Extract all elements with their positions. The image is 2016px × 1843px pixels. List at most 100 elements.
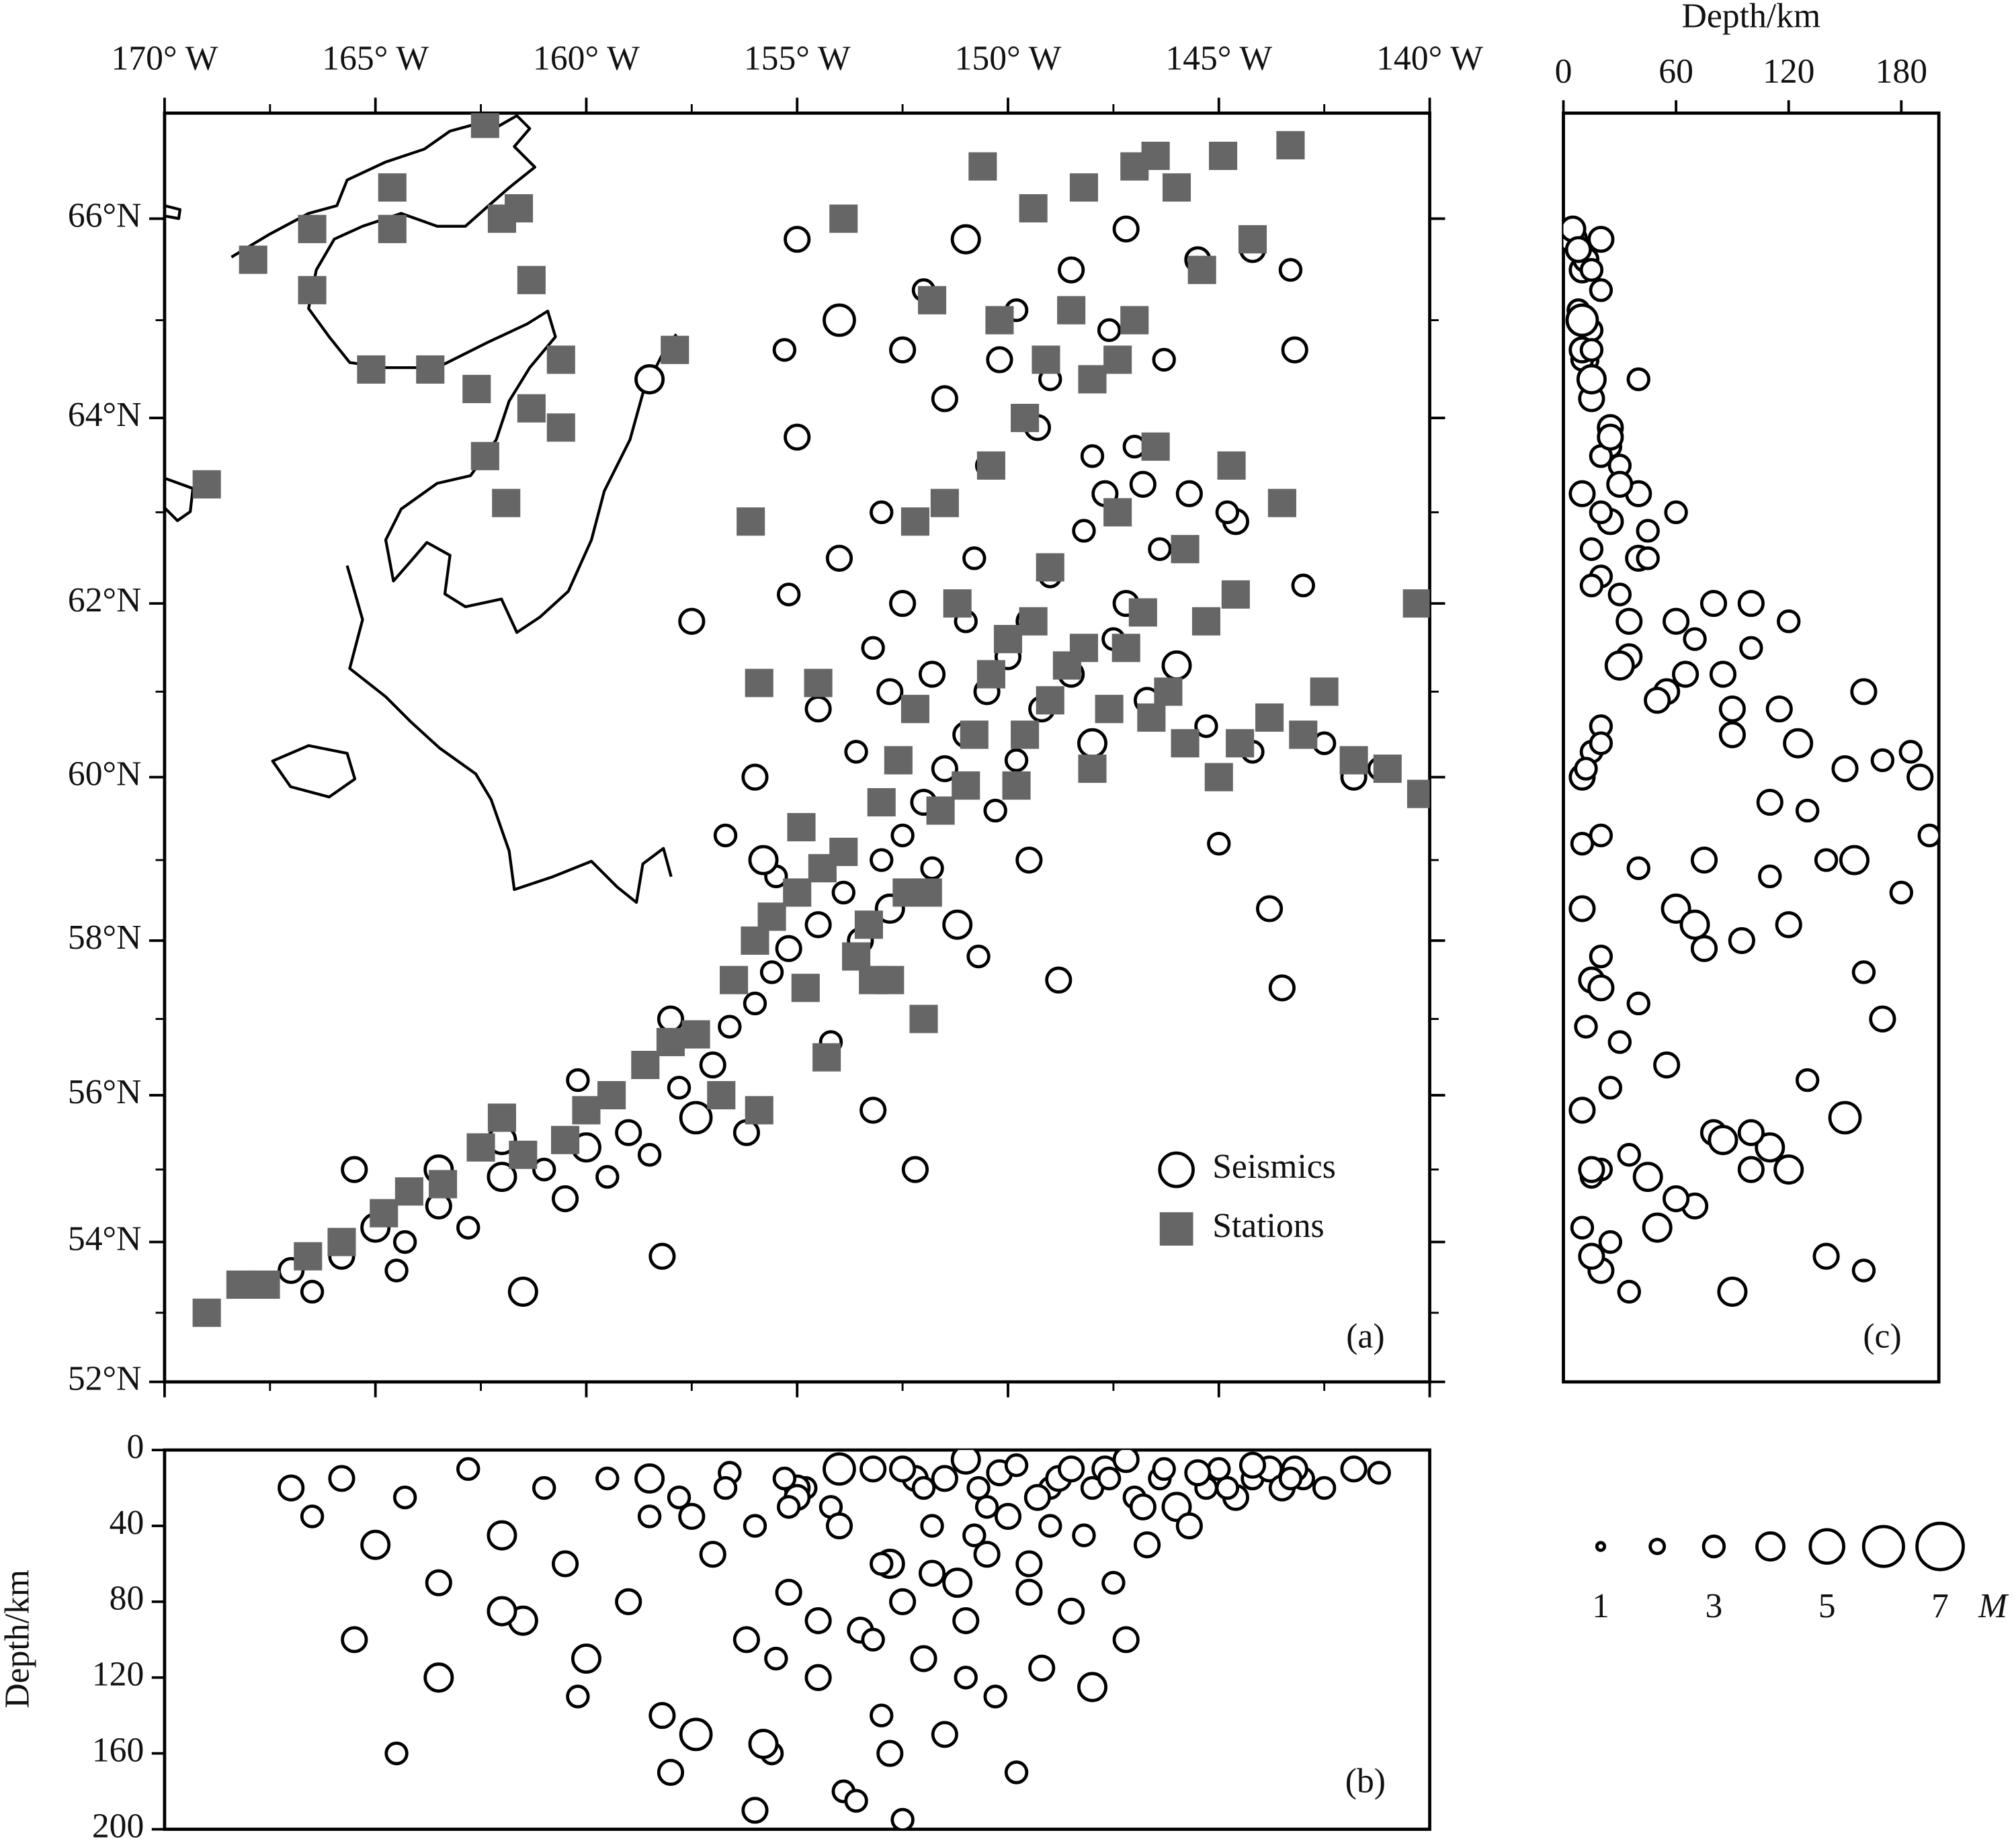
station — [720, 966, 749, 994]
station — [829, 837, 858, 866]
profile-event — [1568, 895, 1596, 923]
station — [867, 788, 896, 817]
section-event — [931, 1721, 958, 1748]
section-event — [551, 1550, 579, 1578]
seismic-event — [920, 856, 944, 880]
profile-event — [1564, 236, 1592, 263]
station — [976, 451, 1005, 480]
y-tick-label: 160 — [92, 1731, 144, 1770]
coastline — [164, 114, 678, 904]
seismic-event — [1015, 846, 1043, 874]
profile-event — [1579, 258, 1604, 282]
section-event — [637, 1504, 662, 1529]
profile-event — [1906, 763, 1934, 791]
x-tick-label: 165° W — [322, 40, 429, 78]
seismic-event — [384, 1258, 409, 1283]
profile-event — [1814, 848, 1839, 872]
seismic-event — [713, 823, 738, 848]
y-tick-label: 120 — [92, 1656, 144, 1694]
section-event — [1077, 1672, 1107, 1703]
seismic-event — [942, 909, 973, 940]
seismic-event — [743, 991, 767, 1016]
section-event — [278, 1474, 305, 1502]
profile-event — [1568, 480, 1596, 507]
station — [812, 1043, 841, 1072]
station — [378, 214, 407, 243]
station — [884, 746, 913, 775]
station — [251, 1270, 280, 1299]
seismic-event — [859, 1097, 887, 1124]
station — [517, 265, 546, 294]
profile-event — [1717, 1277, 1748, 1307]
station — [985, 306, 1014, 335]
x-axis-title: Depth/km — [1682, 0, 1821, 36]
y-tick-label: 80 — [110, 1580, 144, 1618]
profile-event — [1739, 636, 1763, 660]
seismic-event — [615, 1119, 642, 1146]
station — [952, 771, 980, 800]
station — [960, 720, 989, 749]
x-tick-label: 170° W — [111, 40, 218, 78]
profile-event — [1574, 1015, 1598, 1039]
seismic-event — [772, 338, 797, 362]
station — [1208, 141, 1238, 171]
y-tick-label: 54°N — [68, 1219, 142, 1258]
seismic-event — [456, 1215, 480, 1240]
profile-event — [1607, 583, 1632, 607]
plot-area — [278, 1450, 1391, 1830]
station — [239, 245, 267, 274]
profile-event — [1783, 728, 1814, 759]
seismic-event — [784, 423, 811, 451]
profile-event — [1664, 500, 1688, 525]
section-event — [571, 1643, 601, 1674]
profile-event — [1737, 1156, 1765, 1183]
station — [1373, 755, 1402, 783]
section-event — [1015, 1578, 1043, 1606]
section-event — [743, 1514, 767, 1538]
legend-label: Seismics — [1212, 1148, 1336, 1186]
profile-event — [1795, 798, 1820, 823]
section-event — [889, 1588, 917, 1615]
section-event — [870, 1703, 894, 1727]
section-event — [764, 1646, 788, 1671]
station — [1057, 296, 1086, 325]
station — [1289, 720, 1318, 749]
section-event — [1101, 1570, 1126, 1595]
station — [707, 1080, 736, 1110]
profile-event — [1718, 695, 1747, 723]
seismic-event — [1207, 831, 1231, 856]
seismic-event — [804, 911, 832, 939]
station — [930, 488, 959, 517]
profile-event — [1663, 607, 1690, 635]
station — [1095, 695, 1124, 724]
profile-event — [1617, 1143, 1641, 1167]
panel-label: (a) — [1346, 1317, 1384, 1355]
profile-event — [1579, 537, 1604, 561]
station — [1141, 432, 1170, 461]
seismic-event — [950, 224, 981, 255]
seismic-event — [931, 385, 958, 413]
section-frame — [163, 1448, 1431, 1831]
station — [546, 345, 575, 374]
seismic-event — [876, 678, 904, 705]
profile-event — [1568, 1097, 1596, 1124]
seismic-event — [1058, 256, 1085, 284]
station — [976, 660, 1005, 689]
y-tick-label: 66°N — [68, 196, 142, 234]
profile-event — [1661, 893, 1691, 924]
x-tick-label: 155° W — [744, 40, 851, 78]
station — [487, 1103, 516, 1132]
seismic-event — [1281, 336, 1308, 363]
station — [1226, 729, 1255, 758]
station — [1069, 634, 1099, 662]
section-event — [384, 1741, 409, 1766]
station — [1019, 607, 1048, 636]
seismic-event — [844, 740, 868, 764]
station — [926, 796, 955, 825]
size-key-label: 7 — [1931, 1587, 1949, 1625]
section-event — [776, 1495, 801, 1519]
section-event — [994, 1502, 1022, 1530]
seismic-event — [392, 1230, 417, 1254]
